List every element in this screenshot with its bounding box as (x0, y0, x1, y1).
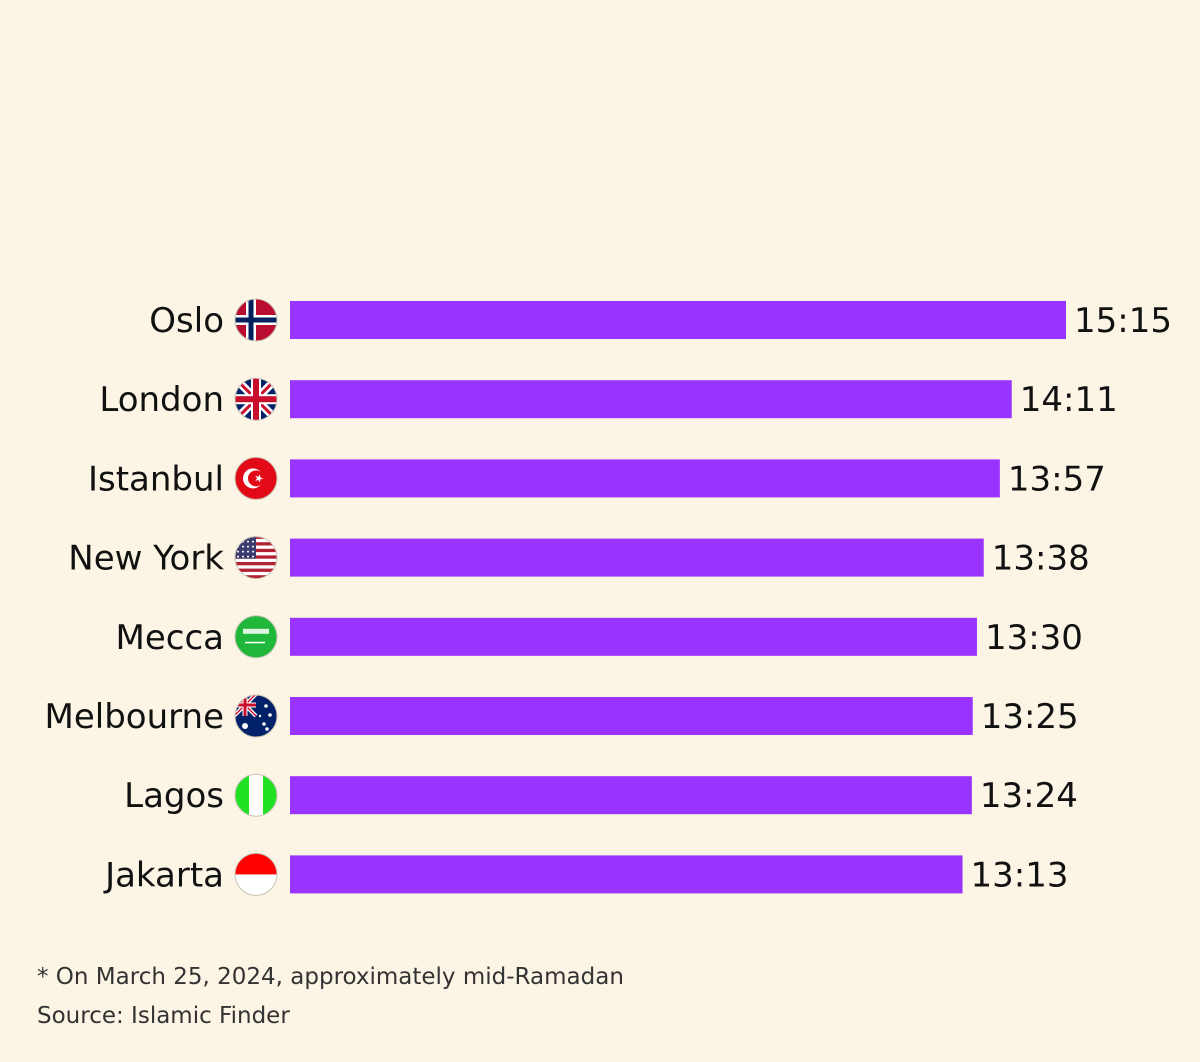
indonesia-flag-icon (234, 852, 278, 896)
value-label-oslo: 15:15 (1074, 301, 1172, 341)
value-label-london: 14:11 (1020, 380, 1118, 420)
city-label-jakarta: Jakarta (103, 855, 224, 895)
norway-flag-icon (234, 298, 278, 342)
bar-oslo (290, 301, 1066, 339)
city-label-new-york: New York (68, 539, 224, 579)
bar-london (290, 380, 1012, 419)
value-label-lagos: 13:24 (980, 776, 1078, 816)
bar-chart: Oslo 15:15 London 14:11 Istanbul 13:57 New Yor… (45, 298, 1172, 896)
city-label-mecca: Mecca (116, 618, 224, 658)
chart-row: New York 13:38 (68, 536, 1090, 580)
bar-istanbul (290, 459, 1000, 498)
chart-row: Lagos 13:24 (124, 773, 1078, 817)
bar-lagos (290, 776, 972, 815)
chart-row: Mecca 13:30 (116, 615, 1083, 659)
bar-mecca (290, 617, 977, 656)
usa-flag-icon (234, 536, 278, 580)
city-label-oslo: Oslo (149, 301, 224, 341)
footnote: * On March 25, 2024, approximately mid-R… (37, 964, 624, 990)
city-label-melbourne: Melbourne (45, 697, 224, 737)
bar-jakarta (290, 855, 963, 894)
bar-new-york (290, 538, 984, 577)
city-label-lagos: Lagos (124, 776, 224, 816)
chart-row: Istanbul 13:57 (88, 456, 1106, 500)
value-label-melbourne: 13:25 (981, 697, 1079, 737)
chart-row: Melbourne 13:25 (45, 694, 1079, 738)
uk-flag-icon (234, 377, 278, 421)
australia-flag-icon (234, 694, 278, 738)
value-label-istanbul: 13:57 (1008, 459, 1106, 499)
city-label-istanbul: Istanbul (88, 459, 224, 499)
value-label-new-york: 13:38 (992, 539, 1090, 579)
saudi-arabia-flag-icon (234, 615, 278, 659)
value-label-jakarta: 13:13 (971, 855, 1069, 895)
city-label-london: London (99, 380, 224, 420)
chart-row: Jakarta 13:13 (103, 852, 1069, 896)
nigeria-flag-icon (234, 773, 278, 817)
value-label-mecca: 13:30 (985, 618, 1083, 658)
turkey-flag-icon (234, 456, 278, 500)
chart-row: London 14:11 (99, 377, 1118, 421)
source-note: Source: Islamic Finder (37, 1003, 290, 1029)
bar-melbourne (290, 697, 973, 735)
chart-row: Oslo 15:15 (149, 298, 1172, 342)
